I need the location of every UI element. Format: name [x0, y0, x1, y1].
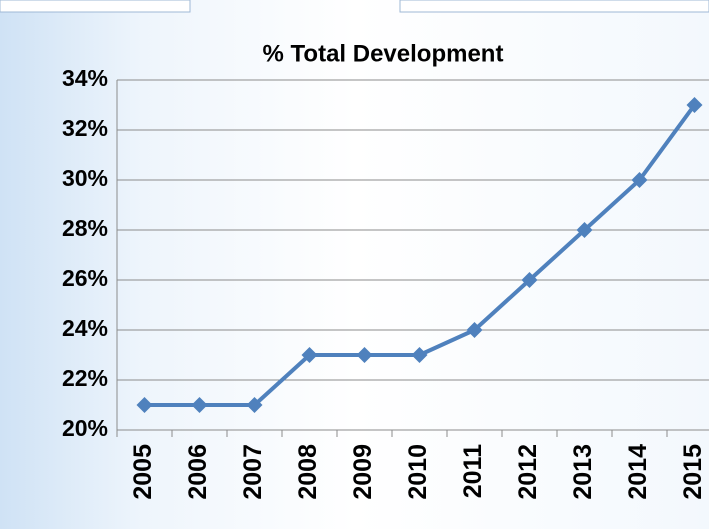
- marker: [631, 172, 648, 188]
- x-tick-label: 2013: [569, 444, 597, 500]
- marker: [246, 397, 263, 413]
- marker: [191, 397, 208, 413]
- y-tick-label: 24%: [62, 315, 108, 341]
- x-tick-label: 2007: [239, 444, 267, 500]
- marker: [466, 322, 483, 338]
- x-tick-label: 2009: [349, 444, 377, 500]
- x-tick-label: 2005: [129, 444, 157, 500]
- y-tick-label: 34%: [62, 65, 108, 91]
- window-frame: [399, 0, 709, 13]
- marker: [576, 222, 593, 238]
- y-tick-label: 26%: [62, 265, 108, 291]
- marker: [301, 347, 318, 363]
- x-tick-label: 2015: [679, 444, 707, 500]
- x-tick-label: 2008: [294, 444, 322, 500]
- chart-title: % Total Development: [263, 40, 504, 67]
- marker: [521, 272, 538, 288]
- marker: [356, 347, 373, 363]
- y-tick-label: 20%: [62, 415, 108, 441]
- y-tick-label: 28%: [62, 215, 108, 241]
- y-tick-label: 22%: [62, 365, 108, 391]
- x-tick-label: 2012: [514, 444, 542, 500]
- marker: [411, 347, 428, 363]
- x-tick-label: 2014: [624, 444, 652, 500]
- y-tick-label: 30%: [62, 165, 108, 191]
- marker: [136, 397, 153, 413]
- x-tick-label: 2006: [184, 444, 212, 500]
- x-tick-label: 2010: [404, 444, 432, 500]
- window-frame: [0, 0, 191, 13]
- marker: [686, 97, 703, 113]
- y-tick-label: 32%: [62, 115, 108, 141]
- x-tick-label: 2011: [459, 444, 487, 498]
